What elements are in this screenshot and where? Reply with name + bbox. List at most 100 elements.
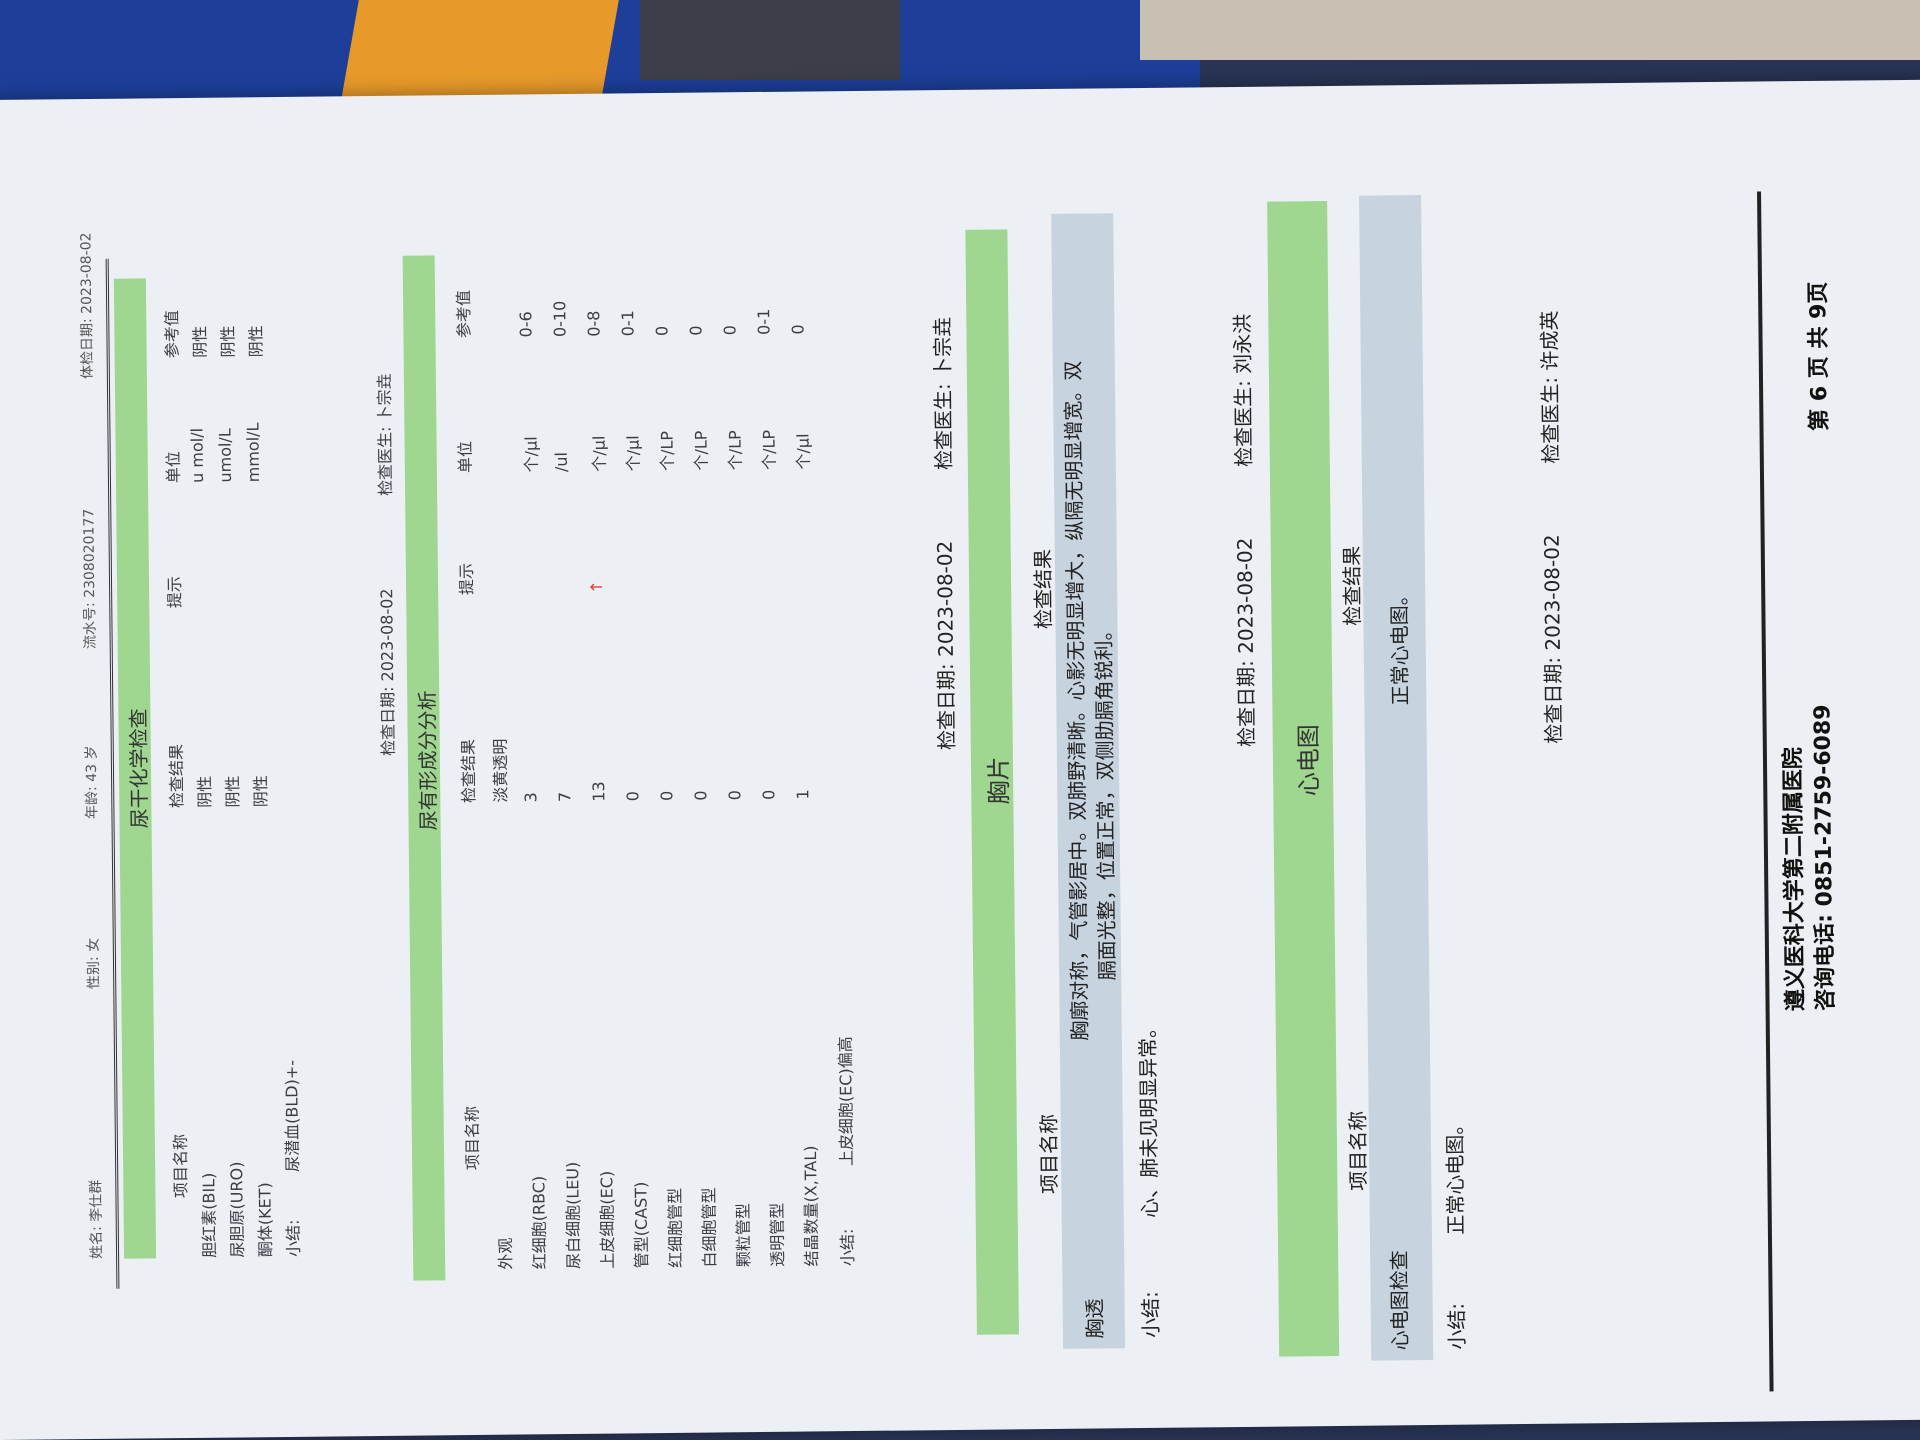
exam-date: 体检日期: 2023-08-02: [78, 232, 96, 380]
col-result-header: 检查结果: [458, 738, 479, 804]
background-object: [640, 0, 900, 80]
chest-result-line: 膈面光整，位置正常，双侧肋膈角锐利。: [1091, 620, 1120, 981]
chest-title-bar: 胸片: [965, 229, 1019, 1335]
col-unit: /ul: [551, 451, 571, 473]
col-unit: 个/LP: [691, 430, 711, 471]
section-title: 心电图: [1294, 724, 1324, 797]
col-reference: 0-10: [550, 300, 570, 338]
summary-label: 小结:: [283, 1219, 304, 1258]
urine-sed-title-bar: 尿有形成分分析: [402, 255, 446, 1281]
col-item-name: 尿胆原(URO): [227, 1161, 248, 1258]
alert-arrow-icon: ↑: [587, 580, 607, 594]
col-item-name: 管型(CAST): [631, 1181, 652, 1269]
col-reference: 0-1: [754, 308, 774, 336]
col-unit: 个/μl: [589, 435, 609, 472]
exam-date-line: 检查日期: 2023-08-02: [377, 588, 398, 756]
summary-label: 小结:: [1444, 1302, 1470, 1350]
urine-chem-summary: 尿潜血(BLD)+-: [282, 1059, 303, 1173]
col-unit-header: 单位: [163, 451, 183, 484]
ecg-summary: 正常心电图。: [1442, 1114, 1468, 1235]
section-title: 尿有形成分分析: [415, 690, 441, 831]
chest-summary: 心、肺未见明显异常。: [1135, 1017, 1162, 1219]
section-title: 尿干化学检查: [126, 708, 152, 829]
col-reference: 0: [788, 324, 808, 335]
page-number: 第 6 页 共 9页: [1805, 281, 1833, 432]
col-item-name: 尿白细胞(LEU): [563, 1161, 584, 1270]
col-result: 0: [657, 790, 677, 802]
col-hint-header: 提示: [456, 562, 477, 596]
ecg-item: 心电图检查: [1387, 1250, 1413, 1351]
col-unit: 个/LP: [759, 429, 779, 470]
doctor-line: 检查医生: 刘永洪: [1230, 313, 1256, 468]
col-result: 阴性: [223, 775, 243, 808]
col-header: 项目名称: [1036, 1113, 1062, 1195]
col-item-name: 外观: [495, 1237, 516, 1270]
patient-age: 年龄: 43 岁: [83, 745, 101, 820]
col-reference-header: 参考值: [162, 310, 182, 359]
col-hint-header: 提示: [164, 576, 185, 609]
col-unit: 个/μl: [793, 433, 813, 470]
col-result: 0: [691, 790, 711, 801]
col-reference: 阴性: [190, 325, 210, 358]
col-reference: 0-8: [584, 310, 604, 337]
section-title: 胸片: [984, 756, 1014, 805]
col-result: 0: [725, 789, 745, 801]
col-item-name: 红细胞(RBC): [529, 1175, 550, 1270]
col-header: 检查结果: [1339, 545, 1365, 626]
summary-label: 小结:: [837, 1228, 858, 1267]
chest-item: 胸透: [1082, 1298, 1107, 1339]
serial-number: 流水号: 2308020177: [81, 508, 99, 650]
col-reference: 阴性: [218, 325, 238, 358]
col-result: 7: [555, 791, 575, 803]
doctor-line: 检查医生: 卜宗垚: [374, 373, 396, 497]
exam-date-line: 检查日期: 2023-08-02: [1232, 537, 1259, 748]
col-result: 13: [589, 781, 609, 802]
col-result: 0: [759, 789, 779, 801]
col-header: 检查结果: [1030, 548, 1056, 630]
col-item-name-header: 项目名称: [462, 1105, 483, 1171]
col-result: 1: [793, 789, 813, 800]
ecg-title-bar: 心电图: [1267, 201, 1340, 1357]
exam-date-line: 检查日期: 2023-08-02: [1539, 534, 1566, 744]
ecg-result: 正常心电图。: [1387, 585, 1413, 706]
col-unit: 个/μl: [623, 435, 643, 472]
report-page: 姓名: 李仕群 性别: 女 年龄: 43 岁 流水号: 2308020177 体…: [0, 79, 1920, 1440]
col-reference: 0: [652, 325, 672, 337]
col-unit: 个/LP: [657, 430, 677, 472]
col-result: 阴性: [251, 775, 271, 808]
summary-label: 小结:: [1138, 1291, 1163, 1339]
col-unit: 个/LP: [725, 430, 745, 471]
ecg-result-band: [1359, 195, 1434, 1361]
col-unit: mmol/L: [243, 422, 263, 483]
background-orange-book: [341, 0, 619, 100]
col-unit: umol/L: [215, 428, 235, 483]
urine-chem-title-bar: 尿干化学检查: [113, 278, 157, 1259]
col-unit: 个/μl: [521, 436, 541, 473]
col-result: 0: [623, 791, 643, 802]
col-reference: 0: [720, 325, 740, 336]
urine-sed-summary: 上皮细胞(EC)偏高: [835, 1036, 857, 1167]
col-unit-header: 单位: [455, 440, 475, 474]
hospital-phone: 咨询电话: 0851-2759-6089: [1810, 704, 1839, 1011]
col-reference: 0-1: [618, 310, 638, 337]
col-item-name-header: 项目名称: [170, 1133, 191, 1199]
col-header: 项目名称: [1345, 1110, 1371, 1191]
col-result: 3: [521, 792, 541, 803]
col-result: 阴性: [195, 775, 215, 808]
col-reference: 0-6: [516, 311, 536, 338]
col-item-name: 胆红素(BIL): [199, 1172, 220, 1258]
col-item-name: 白细胞管型: [699, 1187, 720, 1268]
col-item-name: 酮体(KET): [255, 1182, 276, 1258]
col-result: 淡黄透明: [490, 738, 511, 803]
col-item-name: 上皮细胞(EC): [597, 1170, 618, 1269]
patient-sex: 性别: 女: [85, 937, 103, 990]
col-item-name: 结晶数量(X,TAL): [800, 1145, 822, 1267]
background-desk: [1140, 0, 1920, 60]
col-item-name: 红细胞管型: [665, 1187, 686, 1269]
col-reference: 阴性: [246, 325, 266, 358]
doctor-line: 检查医生: 卜宗垚: [930, 316, 956, 471]
exam-date-line: 检查日期: 2023-08-02: [932, 540, 959, 751]
col-item-name: 颗粒管型: [733, 1203, 754, 1268]
patient-name: 姓名: 李仕群: [88, 1179, 106, 1260]
col-reference: 0: [686, 325, 706, 336]
